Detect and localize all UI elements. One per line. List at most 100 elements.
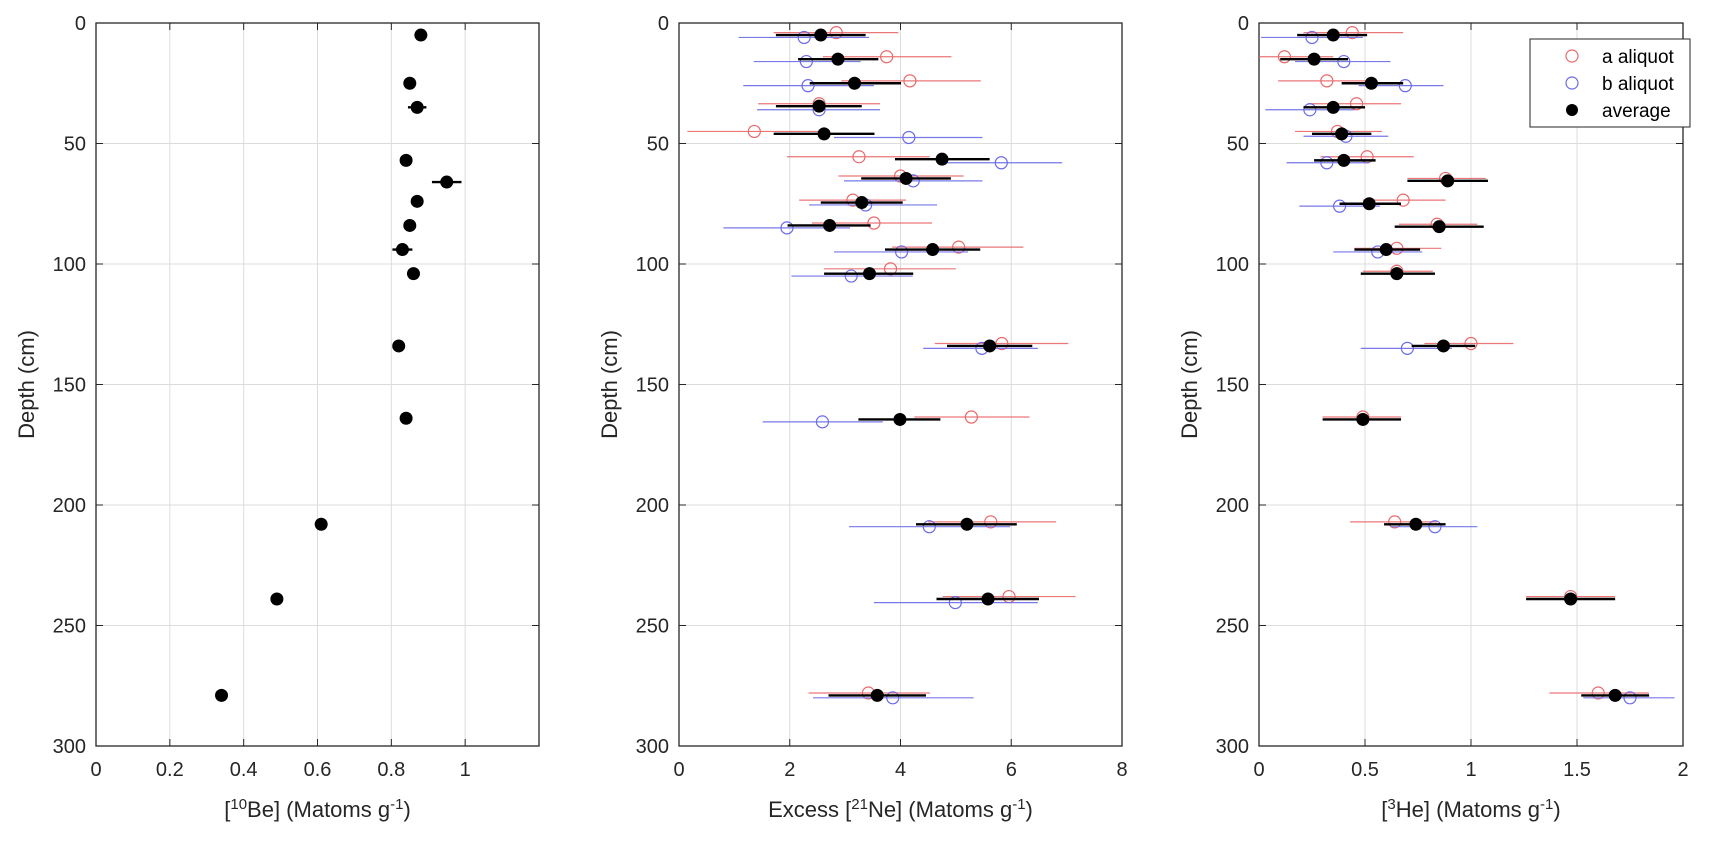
x-tick-label: 6 bbox=[1006, 759, 1017, 781]
x-tick-label: 1 bbox=[1465, 759, 1476, 781]
y-axis-label: Depth (cm) bbox=[597, 330, 622, 439]
data-point-a-aliquot bbox=[867, 216, 881, 230]
data-point-average bbox=[1364, 76, 1378, 90]
x-tick-label: 1 bbox=[460, 759, 471, 781]
data-point-a-aliquot bbox=[1396, 193, 1410, 207]
series-b-aliquot bbox=[723, 30, 1063, 705]
data-point-b-aliquot bbox=[1332, 199, 1347, 213]
x-axis-label-superscript: 3 bbox=[1387, 796, 1395, 813]
y-tick-label: 50 bbox=[1227, 134, 1249, 156]
data-point-average bbox=[1379, 243, 1393, 257]
data-point-a-aliquot bbox=[964, 410, 978, 424]
y-tick-label: 100 bbox=[636, 254, 669, 276]
legend-label: b aliquot bbox=[1602, 74, 1675, 95]
data-point-b-aliquot bbox=[1400, 341, 1415, 355]
legend-label: average bbox=[1602, 101, 1671, 122]
legend-box bbox=[1529, 38, 1691, 128]
x-axis-label-part: [ bbox=[224, 797, 230, 822]
data-point-average bbox=[812, 99, 826, 113]
y-tick-label: 50 bbox=[64, 134, 86, 156]
data-point-average bbox=[981, 592, 995, 606]
data-point-average bbox=[1409, 517, 1423, 531]
data-point-a-aliquot bbox=[1591, 686, 1605, 700]
data-point-average bbox=[817, 127, 831, 141]
data-point-a-aliquot bbox=[1320, 74, 1334, 88]
y-tick-label: 300 bbox=[53, 736, 86, 758]
x-axis-label-part: Excess [ bbox=[768, 797, 851, 822]
data-point-average bbox=[1362, 197, 1376, 211]
y-tick-label: 200 bbox=[636, 495, 669, 517]
data-point-b-aliquot bbox=[994, 156, 1008, 170]
data-point-average bbox=[399, 153, 413, 167]
data-point-b-aliquot bbox=[780, 221, 794, 235]
x-tick-label: 8 bbox=[1116, 759, 1127, 781]
data-point-average bbox=[314, 517, 328, 531]
x-tick-label: 2 bbox=[784, 759, 795, 781]
data-point-average bbox=[983, 339, 997, 353]
data-point-b-aliquot bbox=[801, 79, 815, 93]
data-point-average bbox=[899, 171, 913, 185]
data-point-average bbox=[1356, 412, 1370, 426]
y-tick-label: 300 bbox=[1216, 736, 1249, 758]
data-point-b-aliquot bbox=[886, 691, 900, 705]
y-tick-label: 150 bbox=[53, 375, 86, 397]
y-tick-label: 250 bbox=[53, 616, 86, 638]
data-point-average bbox=[410, 194, 424, 208]
series-average bbox=[773, 28, 1039, 702]
data-point-a-aliquot bbox=[829, 26, 843, 40]
x-tick-label: 0.6 bbox=[304, 759, 332, 781]
data-point-b-aliquot bbox=[815, 415, 830, 429]
series-average bbox=[1280, 28, 1650, 702]
data-point-a-aliquot bbox=[1349, 97, 1364, 111]
x-axis-label-part: He] (Matoms g bbox=[1396, 797, 1540, 822]
y-tick-label: 100 bbox=[1216, 254, 1249, 276]
x-tick-label: 0.8 bbox=[377, 759, 405, 781]
data-point-average bbox=[960, 517, 974, 531]
data-point-b-aliquot bbox=[1303, 103, 1317, 117]
y-tick-label: 300 bbox=[636, 736, 669, 758]
data-point-average bbox=[215, 688, 229, 702]
y-tick-label: 150 bbox=[1216, 375, 1249, 397]
x-axis-label-superscript: 21 bbox=[851, 796, 868, 813]
data-point-b-aliquot bbox=[895, 245, 909, 259]
legend-label: a aliquot bbox=[1602, 47, 1675, 68]
data-point-average bbox=[395, 243, 409, 257]
x-tick-label: 1.5 bbox=[1563, 759, 1591, 781]
x-tick-label: 0 bbox=[673, 759, 684, 781]
data-point-b-aliquot bbox=[922, 520, 936, 534]
data-point-average bbox=[406, 267, 420, 281]
data-point-average bbox=[1390, 267, 1404, 281]
data-point-average bbox=[814, 28, 828, 42]
data-point-a-aliquot bbox=[995, 336, 1009, 351]
panel-ne21: 0 2 4 6 8 0 50 100 150 200 250 300 Excess [21Ne] (Ma… bbox=[597, 13, 1128, 822]
data-point-average bbox=[1326, 100, 1340, 114]
data-point-b-aliquot bbox=[902, 130, 916, 145]
x-axis-label-superscript: -1 bbox=[1540, 796, 1553, 813]
data-point-average bbox=[855, 196, 869, 210]
x-axis-label-part: ) bbox=[1026, 797, 1033, 822]
x-tick-label: 0 bbox=[1253, 759, 1264, 781]
y-tick-label: 250 bbox=[1216, 616, 1249, 638]
legend-marker-a-aliquot bbox=[1565, 49, 1579, 63]
y-tick-label: 150 bbox=[636, 375, 669, 397]
y-tick-label: 0 bbox=[658, 13, 669, 35]
data-point-average bbox=[1436, 339, 1450, 353]
data-point-average bbox=[1608, 688, 1622, 702]
data-point-b-aliquot bbox=[1428, 520, 1442, 534]
data-point-average bbox=[410, 100, 424, 114]
data-point-average bbox=[440, 175, 454, 189]
panel-he3: 0 0.5 1 1.5 2 0 50 100 150 200 250 300 [3He] (Matoms… bbox=[1177, 13, 1691, 823]
data-point-average bbox=[823, 218, 837, 232]
x-tick-label: 2 bbox=[1677, 759, 1688, 781]
x-axis-label-part: Ne] (Matoms g bbox=[868, 797, 1012, 822]
x-tick-label: 0.2 bbox=[156, 759, 184, 781]
x-axis-label-superscript: -1 bbox=[390, 796, 403, 813]
data-point-average bbox=[893, 412, 907, 426]
x-tick-label: 0 bbox=[90, 759, 101, 781]
x-axis-label: [3He] (Matoms g-1) bbox=[1381, 796, 1560, 823]
data-point-average bbox=[1335, 127, 1349, 141]
y-tick-label: 200 bbox=[53, 495, 86, 517]
data-point-a-aliquot bbox=[880, 50, 894, 64]
data-point-a-aliquot bbox=[1388, 515, 1402, 529]
x-axis-label-part: ) bbox=[403, 797, 410, 822]
